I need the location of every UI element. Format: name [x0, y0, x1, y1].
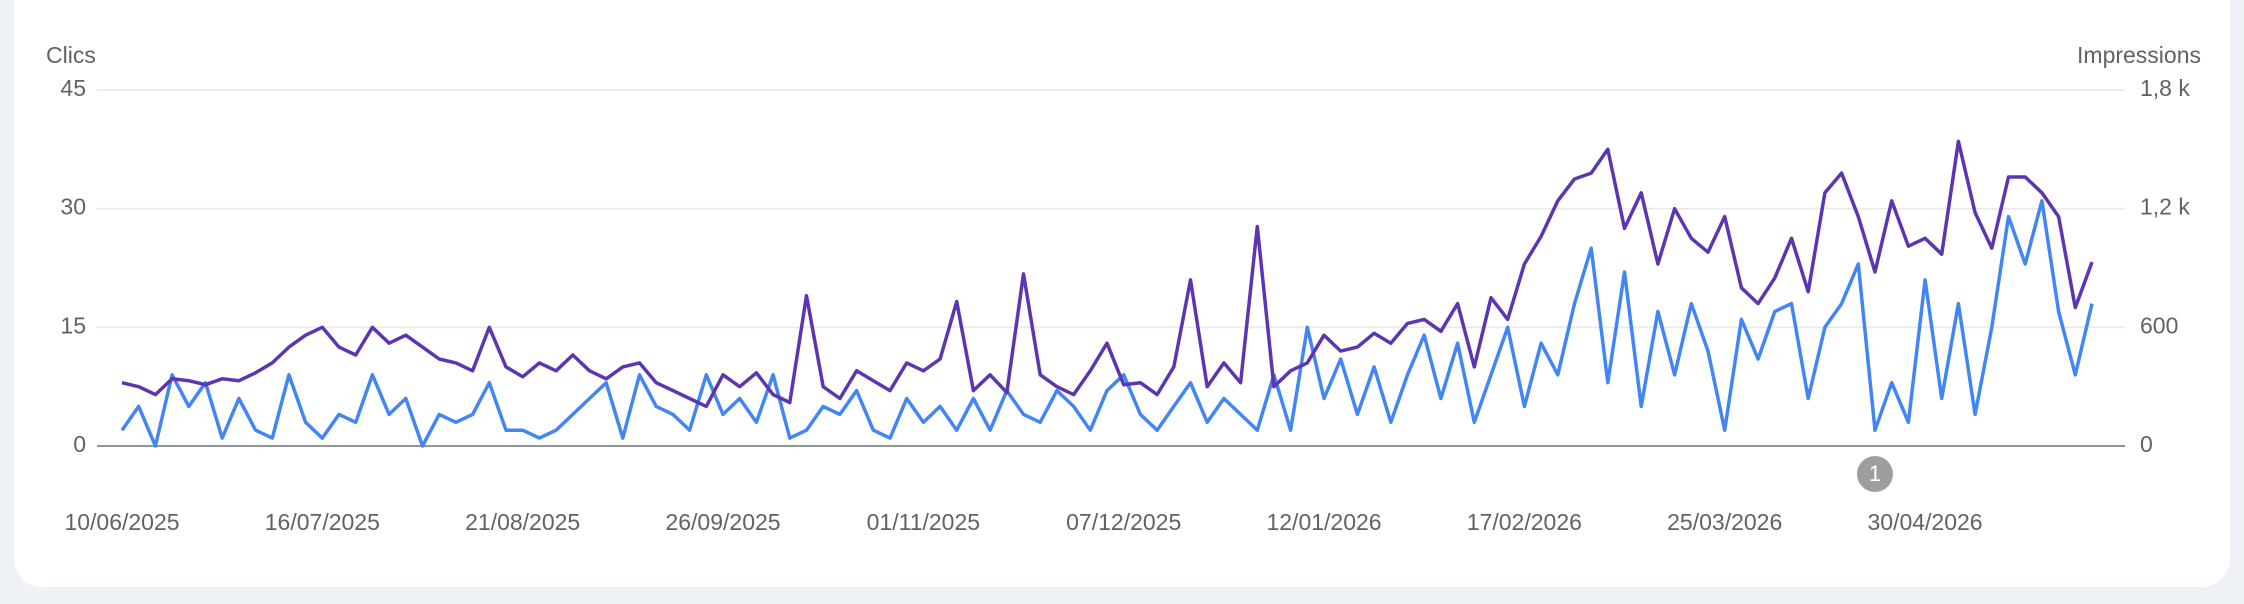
y-axis-title: Clics [46, 42, 96, 68]
x-tick-label: 21/08/2025 [465, 509, 580, 535]
x-tick-label: 17/02/2026 [1467, 509, 1582, 535]
y2-tick-label: 600 [2140, 312, 2178, 338]
x-tick-label: 26/09/2025 [665, 509, 780, 535]
series-line [121, 139, 2094, 409]
y2-tick-label: 1,8 k [2140, 75, 2190, 101]
y-tick-label: 45 [60, 75, 86, 101]
y2-tick-label: 0 [2140, 431, 2153, 457]
series-line [120, 199, 2094, 448]
x-tick-label: 10/06/2025 [64, 509, 179, 535]
y2-tick-label: 1,2 k [2140, 194, 2190, 220]
y2-axis-title: Impressions [2077, 42, 2201, 68]
x-tick-label: 30/04/2026 [1867, 509, 1982, 535]
annotation-marker [1856, 456, 1893, 492]
y-tick-label: 15 [60, 312, 86, 338]
x-tick-label: 25/03/2026 [1667, 509, 1782, 535]
y-tick-label: 0 [73, 431, 86, 457]
x-tick-label: 16/07/2025 [265, 509, 380, 535]
x-tick-label: 07/12/2025 [1066, 509, 1181, 535]
annotation-label: 1 [1869, 461, 1881, 486]
x-tick-label: 01/11/2025 [867, 509, 980, 535]
y-tick-label: 30 [60, 194, 86, 220]
x-tick-label: 12/01/2026 [1266, 509, 1381, 535]
